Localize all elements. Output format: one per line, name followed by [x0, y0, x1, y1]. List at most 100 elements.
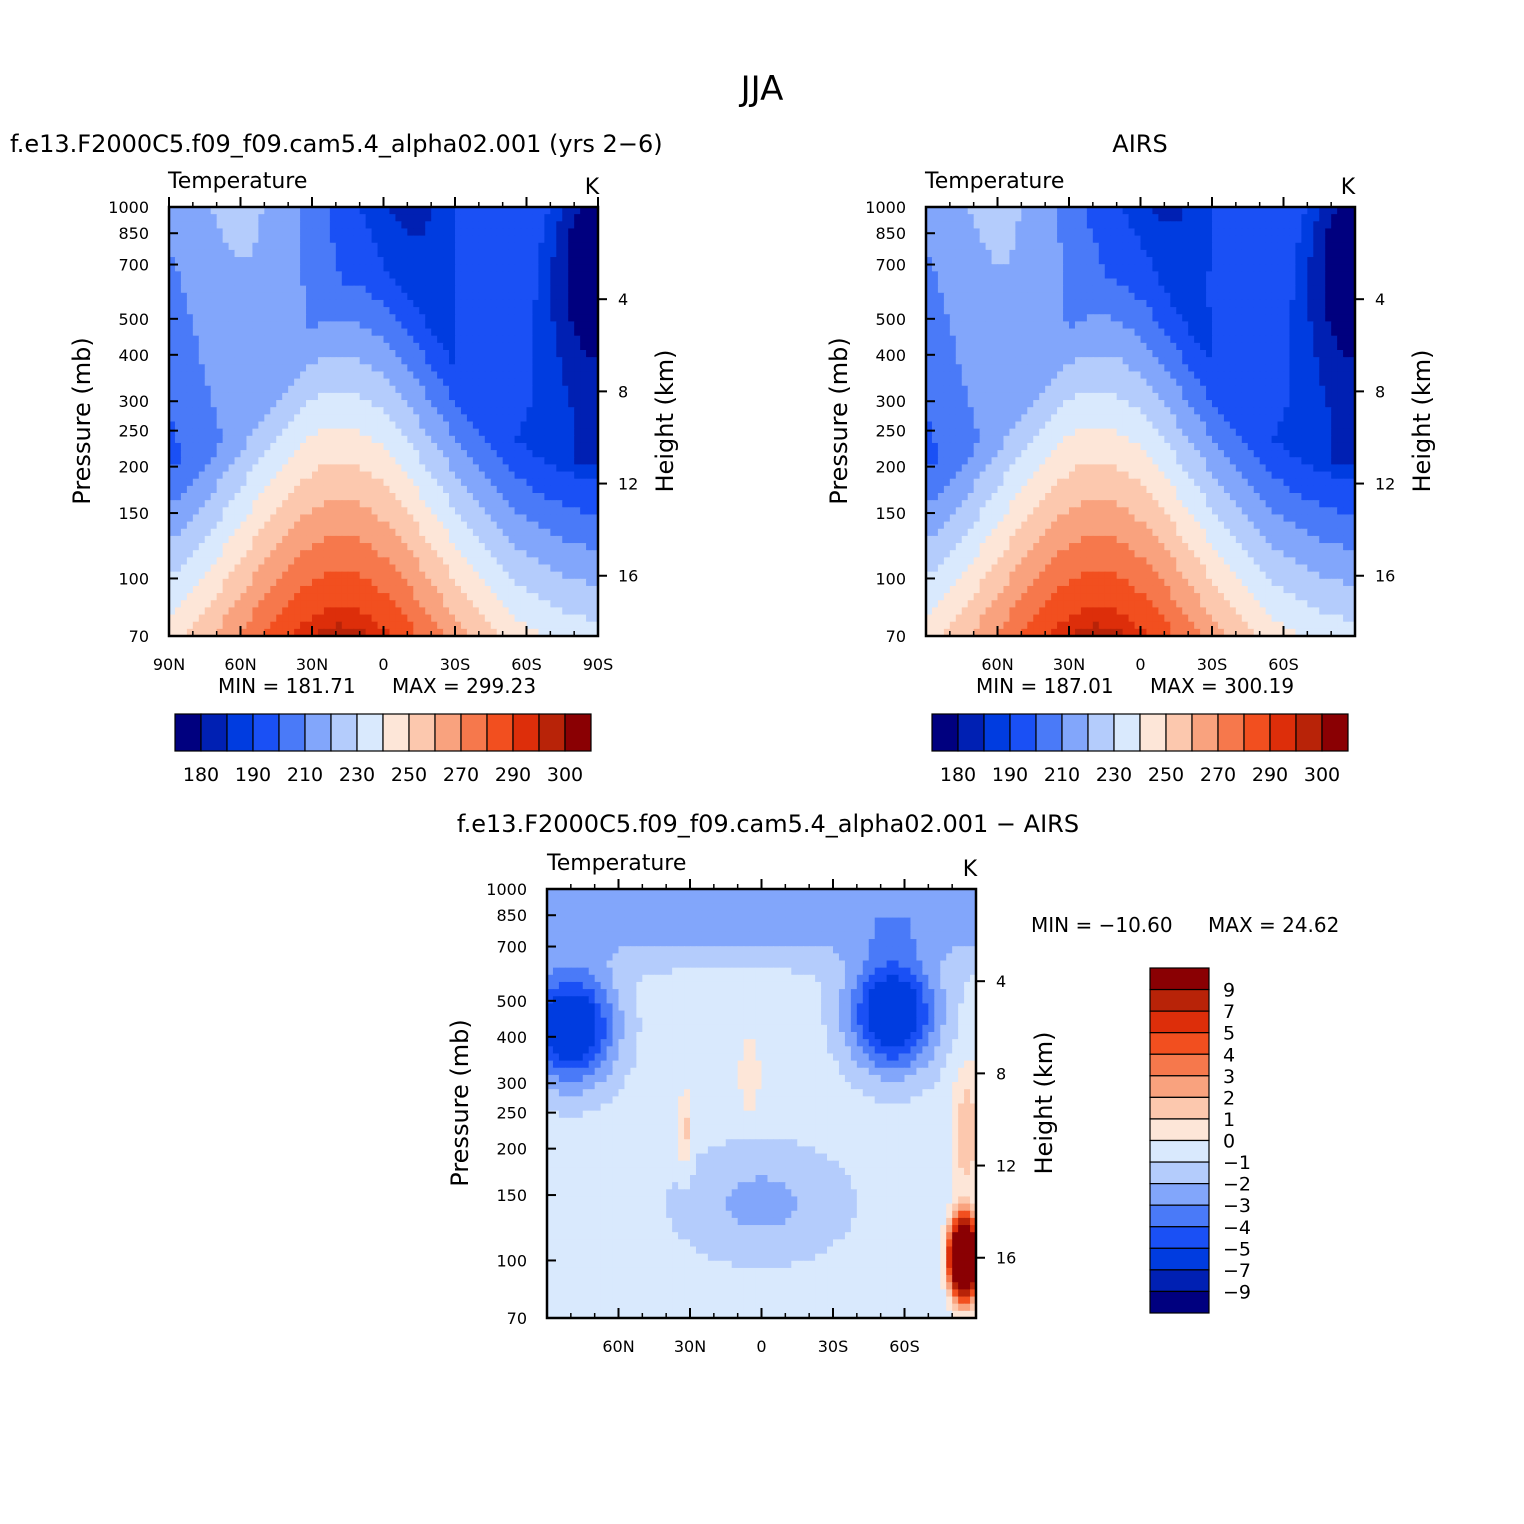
contour-cell	[1021, 228, 1028, 237]
contour-cell	[556, 378, 563, 387]
contour-cell	[550, 299, 557, 308]
contour-cell	[264, 564, 271, 573]
contour-cell	[586, 607, 593, 616]
contour-cell	[568, 450, 575, 458]
contour-cell	[586, 535, 593, 544]
contour-cell	[526, 550, 534, 558]
contour-cell	[288, 621, 295, 630]
contour-cell	[192, 292, 200, 301]
contour-cell	[1265, 228, 1273, 237]
contour-cell	[544, 442, 551, 451]
y-tick-label: 70	[129, 627, 149, 646]
contour-cell	[270, 335, 277, 344]
contour-cell	[204, 350, 212, 358]
contour-cell	[341, 314, 349, 322]
contour-cell	[234, 299, 242, 308]
contour-cell	[580, 543, 587, 551]
contour-cell	[413, 314, 420, 322]
contour-cell	[323, 435, 331, 444]
contour-cell	[246, 321, 254, 330]
contour-cell	[347, 342, 355, 351]
contour-cell	[323, 478, 331, 487]
contour-cell	[460, 257, 468, 265]
contour-cell	[252, 207, 259, 215]
contour-cell	[1110, 249, 1118, 258]
contour-cell	[186, 350, 194, 358]
contour-cell	[1200, 257, 1207, 265]
contour-cell	[514, 264, 522, 272]
contour-cell	[538, 214, 545, 222]
contour-cell	[204, 392, 212, 401]
contour-cell	[478, 485, 486, 494]
contour-cell	[1033, 228, 1040, 237]
contour-cell	[198, 292, 206, 301]
contour-cell	[276, 292, 283, 301]
contour-cell	[306, 450, 313, 458]
contour-cell	[568, 471, 575, 480]
contour-cell	[270, 507, 277, 516]
contour-cell	[323, 600, 331, 608]
contour-cell	[413, 321, 420, 330]
contour-cell	[1152, 242, 1159, 251]
contour-cell	[490, 578, 498, 587]
contour-cell	[544, 378, 551, 387]
contour-cell	[377, 400, 385, 408]
contour-cell	[365, 299, 373, 308]
contour-cell	[359, 507, 367, 516]
contour-cell	[502, 571, 510, 580]
contour-cell	[174, 221, 182, 230]
contour-cell	[312, 321, 319, 330]
contour-cell	[234, 521, 242, 530]
contour-cell	[383, 414, 391, 423]
contour-cell	[252, 457, 259, 465]
contour-cell	[371, 535, 379, 544]
colorbar-box	[538, 713, 566, 752]
contour-cell	[312, 485, 319, 494]
contour-cell	[335, 392, 343, 401]
contour-cell	[240, 543, 248, 551]
contour-cell	[466, 235, 474, 244]
contour-cell	[568, 242, 575, 251]
contour-cell	[520, 364, 528, 373]
contour-cell	[317, 435, 325, 444]
contour-cell	[312, 578, 319, 587]
contour-cell	[484, 435, 492, 444]
contour-cell	[323, 392, 331, 401]
contour-cell	[449, 221, 456, 230]
contour-cell	[246, 571, 254, 580]
contour-cell	[460, 342, 468, 351]
contour-cell	[228, 278, 236, 287]
contour-cell	[580, 464, 587, 473]
contour-cell	[312, 421, 319, 430]
contour-cell	[455, 221, 462, 230]
contour-cell	[556, 507, 563, 516]
contour-cell	[204, 249, 212, 258]
contour-cell	[335, 521, 343, 530]
contour-cell	[174, 628, 182, 637]
contour-cell	[1277, 228, 1285, 237]
contour-cell	[526, 614, 534, 623]
contour-cell	[1063, 242, 1070, 251]
contour-cell	[580, 621, 587, 630]
contour-cell	[186, 392, 194, 401]
contour-cell	[466, 407, 474, 415]
contour-cell	[490, 249, 498, 258]
contour-cell	[526, 242, 534, 251]
contour-cell	[514, 207, 522, 215]
contour-cell	[294, 507, 301, 516]
contour-cell	[574, 543, 581, 551]
contour-cell	[347, 564, 355, 573]
contour-cell	[419, 235, 426, 244]
colorbar-box	[382, 713, 410, 752]
contour-cell	[472, 621, 480, 630]
contour-cell	[353, 442, 361, 451]
contour-cell	[264, 257, 271, 265]
contour-cell	[592, 335, 599, 344]
contour-cell	[276, 350, 283, 358]
contour-cell	[389, 585, 397, 594]
contour-cell	[562, 321, 569, 330]
contour-cell	[544, 535, 551, 544]
contour-cell	[580, 493, 587, 501]
contour-cell	[419, 321, 426, 330]
contour-cell	[568, 507, 575, 516]
